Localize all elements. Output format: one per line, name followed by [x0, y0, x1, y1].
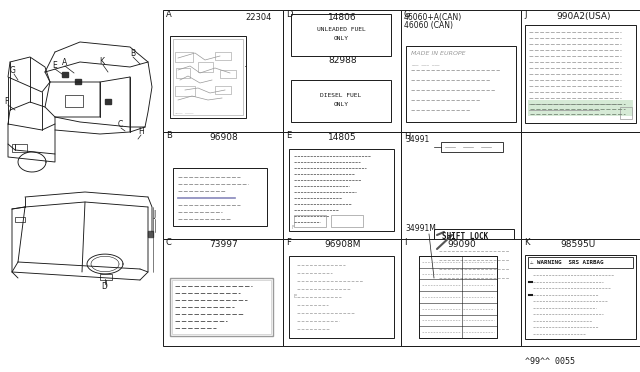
Bar — [291, 80, 391, 122]
Text: E: E — [52, 61, 57, 70]
Text: 73997: 73997 — [209, 240, 237, 249]
Bar — [294, 215, 326, 227]
Text: ⚠ WARNING  SRS AIRBAG: ⚠ WARNING SRS AIRBAG — [530, 260, 604, 265]
Text: A: A — [62, 58, 67, 67]
Bar — [434, 229, 514, 336]
Text: ONLY: ONLY — [333, 102, 349, 107]
Text: 96908M: 96908M — [324, 240, 360, 249]
Bar — [176, 68, 190, 78]
Bar — [220, 70, 236, 78]
Bar — [289, 256, 394, 338]
Text: D: D — [286, 10, 292, 19]
Bar — [289, 149, 394, 231]
Bar — [401, 239, 521, 346]
Text: SHIFT LOCK: SHIFT LOCK — [442, 232, 488, 241]
Text: 14805: 14805 — [328, 133, 356, 142]
Text: D: D — [101, 282, 107, 291]
Text: 46060 (CAN): 46060 (CAN) — [404, 21, 453, 30]
Bar — [401, 132, 521, 346]
Bar — [12, 144, 27, 152]
Text: B: B — [166, 131, 172, 140]
Bar — [521, 10, 640, 132]
Text: 22304: 22304 — [245, 13, 271, 22]
Bar — [148, 231, 153, 237]
Bar — [401, 132, 521, 239]
Text: A: A — [166, 10, 172, 19]
Bar — [163, 239, 283, 346]
Text: F: F — [4, 97, 8, 106]
Text: I: I — [404, 238, 406, 247]
Text: 990A2(USA): 990A2(USA) — [556, 12, 611, 21]
Text: H: H — [404, 132, 410, 141]
Text: ^99^^ 0055: ^99^^ 0055 — [525, 357, 575, 366]
Bar — [528, 257, 633, 268]
Text: 34991: 34991 — [405, 135, 429, 144]
Bar — [441, 142, 503, 152]
Bar — [198, 62, 213, 72]
Text: 99090: 99090 — [447, 240, 476, 249]
Text: E: E — [293, 294, 296, 299]
Bar — [173, 39, 243, 115]
Text: E: E — [286, 131, 291, 140]
Text: UNLEADED FUEL: UNLEADED FUEL — [317, 27, 365, 32]
Bar — [163, 132, 283, 239]
Bar — [62, 72, 68, 77]
Bar — [215, 86, 231, 94]
Bar — [15, 217, 25, 222]
Bar — [283, 239, 401, 346]
Bar — [283, 132, 401, 239]
Bar — [331, 215, 363, 227]
Text: J: J — [153, 210, 156, 219]
Text: K: K — [99, 57, 104, 66]
Text: C: C — [118, 120, 124, 129]
Bar — [170, 36, 246, 118]
Bar — [525, 25, 636, 123]
Bar — [525, 255, 636, 339]
Bar — [215, 52, 231, 60]
Bar — [172, 280, 271, 334]
Text: K: K — [524, 238, 529, 247]
Bar — [406, 46, 516, 122]
Bar — [401, 10, 521, 132]
Text: F: F — [286, 238, 291, 247]
Text: C: C — [166, 238, 172, 247]
Bar — [283, 10, 401, 132]
Text: ___  ___  ___: ___ ___ ___ — [411, 60, 440, 65]
Text: 34991M: 34991M — [405, 224, 436, 233]
Bar — [521, 239, 640, 346]
Bar — [175, 86, 195, 96]
Bar — [620, 107, 632, 119]
Text: 82988: 82988 — [328, 56, 356, 65]
Text: G: G — [10, 66, 16, 75]
Bar — [419, 256, 497, 338]
Text: ONLY: ONLY — [333, 36, 349, 41]
Bar — [163, 10, 283, 132]
Text: 96908: 96908 — [209, 133, 237, 142]
Bar — [100, 274, 112, 280]
Text: F: F — [292, 225, 295, 230]
Text: J: J — [524, 10, 527, 19]
Bar — [105, 99, 111, 104]
Text: ____  ____: ____ ____ — [174, 109, 193, 113]
Text: 14806: 14806 — [328, 13, 356, 22]
Bar — [521, 132, 640, 239]
Bar — [170, 278, 273, 336]
Text: B: B — [130, 49, 135, 58]
Bar — [175, 52, 193, 62]
Bar — [75, 79, 81, 84]
Text: G: G — [404, 10, 410, 19]
Bar — [65, 95, 83, 107]
Text: MADE IN EUROPE: MADE IN EUROPE — [411, 51, 466, 56]
Text: 46060+A(CAN): 46060+A(CAN) — [404, 13, 462, 22]
Text: 98595U: 98595U — [560, 240, 595, 249]
Bar — [528, 100, 633, 116]
Text: DIESEL FUEL: DIESEL FUEL — [321, 93, 362, 98]
Bar — [173, 168, 267, 226]
Bar — [291, 14, 391, 56]
Text: H: H — [138, 127, 144, 136]
Bar — [439, 322, 509, 332]
